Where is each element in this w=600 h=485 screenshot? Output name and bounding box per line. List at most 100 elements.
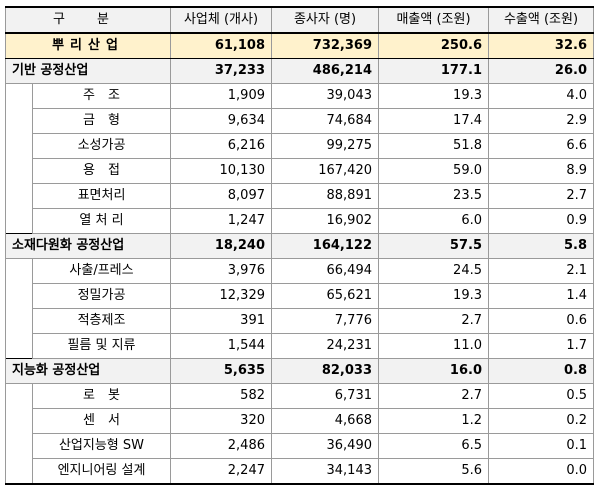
indent-cell [5,333,33,359]
row-sales: 17.4 [378,108,489,134]
row-exports: 8.9 [488,158,594,184]
table-row: 금 형 9,634 74,684 17.4 2.9 [5,108,594,134]
row-companies: 12,329 [170,283,272,309]
header-category: 구 분 [5,6,171,34]
header-exports: 수출액 (조원) [488,6,594,34]
row-sales: 59.0 [378,158,489,184]
row-companies: 1,909 [170,83,272,109]
header-sales: 매출액 (조원) [378,6,489,34]
table-row: 주 조 1,909 39,043 19.3 4.0 [5,83,594,109]
row-employees: 99,275 [271,133,379,159]
row-employees: 6,731 [271,383,379,409]
row-exports: 0.0 [488,458,594,485]
row-employees: 24,231 [271,333,379,359]
group-companies: 5,635 [170,358,272,384]
row-label: 용 접 [32,158,171,184]
row-label: 엔지니어링 설계 [32,458,171,485]
row-companies: 6,216 [170,133,272,159]
group-label: 지능화 공정산업 [5,358,171,384]
row-sales: 2.7 [378,383,489,409]
row-exports: 0.2 [488,408,594,434]
row-exports: 0.5 [488,383,594,409]
row-label: 정밀가공 [32,283,171,309]
row-employees: 66,494 [271,258,379,284]
row-label: 주 조 [32,83,171,109]
indent-cell [5,208,33,234]
total-row: 뿌리산업 61,108 732,369 250.6 32.6 [5,32,594,59]
group-sales: 16.0 [378,358,489,384]
indent-cell [5,258,33,284]
row-exports: 4.0 [488,83,594,109]
group-companies: 18,240 [170,233,272,259]
group-sales: 57.5 [378,233,489,259]
row-employees: 4,668 [271,408,379,434]
row-companies: 582 [170,383,272,409]
total-employees: 732,369 [271,32,379,59]
group-exports: 5.8 [488,233,594,259]
table-row: 용 접 10,130 167,420 59.0 8.9 [5,158,594,184]
table-row: 센 서 320 4,668 1.2 0.2 [5,408,594,434]
total-exports: 32.6 [488,32,594,59]
row-sales: 19.3 [378,83,489,109]
row-label: 센 서 [32,408,171,434]
header-companies: 사업체 (개사) [170,6,272,34]
row-label: 열 처 리 [32,208,171,234]
total-companies: 61,108 [170,32,272,59]
group-employees: 486,214 [271,58,379,84]
row-employees: 16,902 [271,208,379,234]
row-employees: 74,684 [271,108,379,134]
row-exports: 1.4 [488,283,594,309]
table-row: 적층제조 391 7,776 2.7 0.6 [5,308,594,334]
row-exports: 0.1 [488,433,594,459]
row-sales: 2.7 [378,308,489,334]
table-row: 소성가공 6,216 99,275 51.8 6.6 [5,133,594,159]
row-exports: 2.9 [488,108,594,134]
row-label: 표면처리 [32,183,171,209]
row-companies: 391 [170,308,272,334]
indent-cell [5,408,33,434]
row-employees: 167,420 [271,158,379,184]
row-sales: 24.5 [378,258,489,284]
row-label: 금 형 [32,108,171,134]
row-employees: 36,490 [271,433,379,459]
row-exports: 0.6 [488,308,594,334]
row-label: 필름 및 지류 [32,333,171,359]
indent-cell [5,133,33,159]
total-label: 뿌리산업 [5,32,171,59]
row-employees: 88,891 [271,183,379,209]
row-companies: 9,634 [170,108,272,134]
row-sales: 23.5 [378,183,489,209]
row-sales: 5.6 [378,458,489,485]
row-companies: 320 [170,408,272,434]
indent-cell [5,158,33,184]
group-employees: 164,122 [271,233,379,259]
row-employees: 7,776 [271,308,379,334]
row-label: 소성가공 [32,133,171,159]
group-label: 기반 공정산업 [5,58,171,84]
row-sales: 1.2 [378,408,489,434]
row-companies: 2,247 [170,458,272,485]
statistics-table-container: 구 분 사업체 (개사) 종사자 (명) 매출액 (조원) 수출액 (조원) 뿌… [5,6,594,485]
table-row: 엔지니어링 설계 2,247 34,143 5.6 0.0 [5,458,594,485]
row-companies: 8,097 [170,183,272,209]
indent-cell [5,458,33,485]
header-row: 구 분 사업체 (개사) 종사자 (명) 매출액 (조원) 수출액 (조원) [5,6,594,34]
total-sales: 250.6 [378,32,489,59]
row-employees: 65,621 [271,283,379,309]
group-sales: 177.1 [378,58,489,84]
row-employees: 39,043 [271,83,379,109]
table-row: 필름 및 지류 1,544 24,231 11.0 1.7 [5,333,594,359]
group-companies: 37,233 [170,58,272,84]
group-employees: 82,033 [271,358,379,384]
row-companies: 1,247 [170,208,272,234]
row-companies: 1,544 [170,333,272,359]
row-sales: 11.0 [378,333,489,359]
row-exports: 1.7 [488,333,594,359]
indent-cell [5,308,33,334]
row-sales: 6.0 [378,208,489,234]
row-label: 로 봇 [32,383,171,409]
group-label: 소재다원화 공정산업 [5,233,171,259]
table-row: 로 봇 582 6,731 2.7 0.5 [5,383,594,409]
table-row: 산업지능형 SW 2,486 36,490 6.5 0.1 [5,433,594,459]
row-companies: 2,486 [170,433,272,459]
